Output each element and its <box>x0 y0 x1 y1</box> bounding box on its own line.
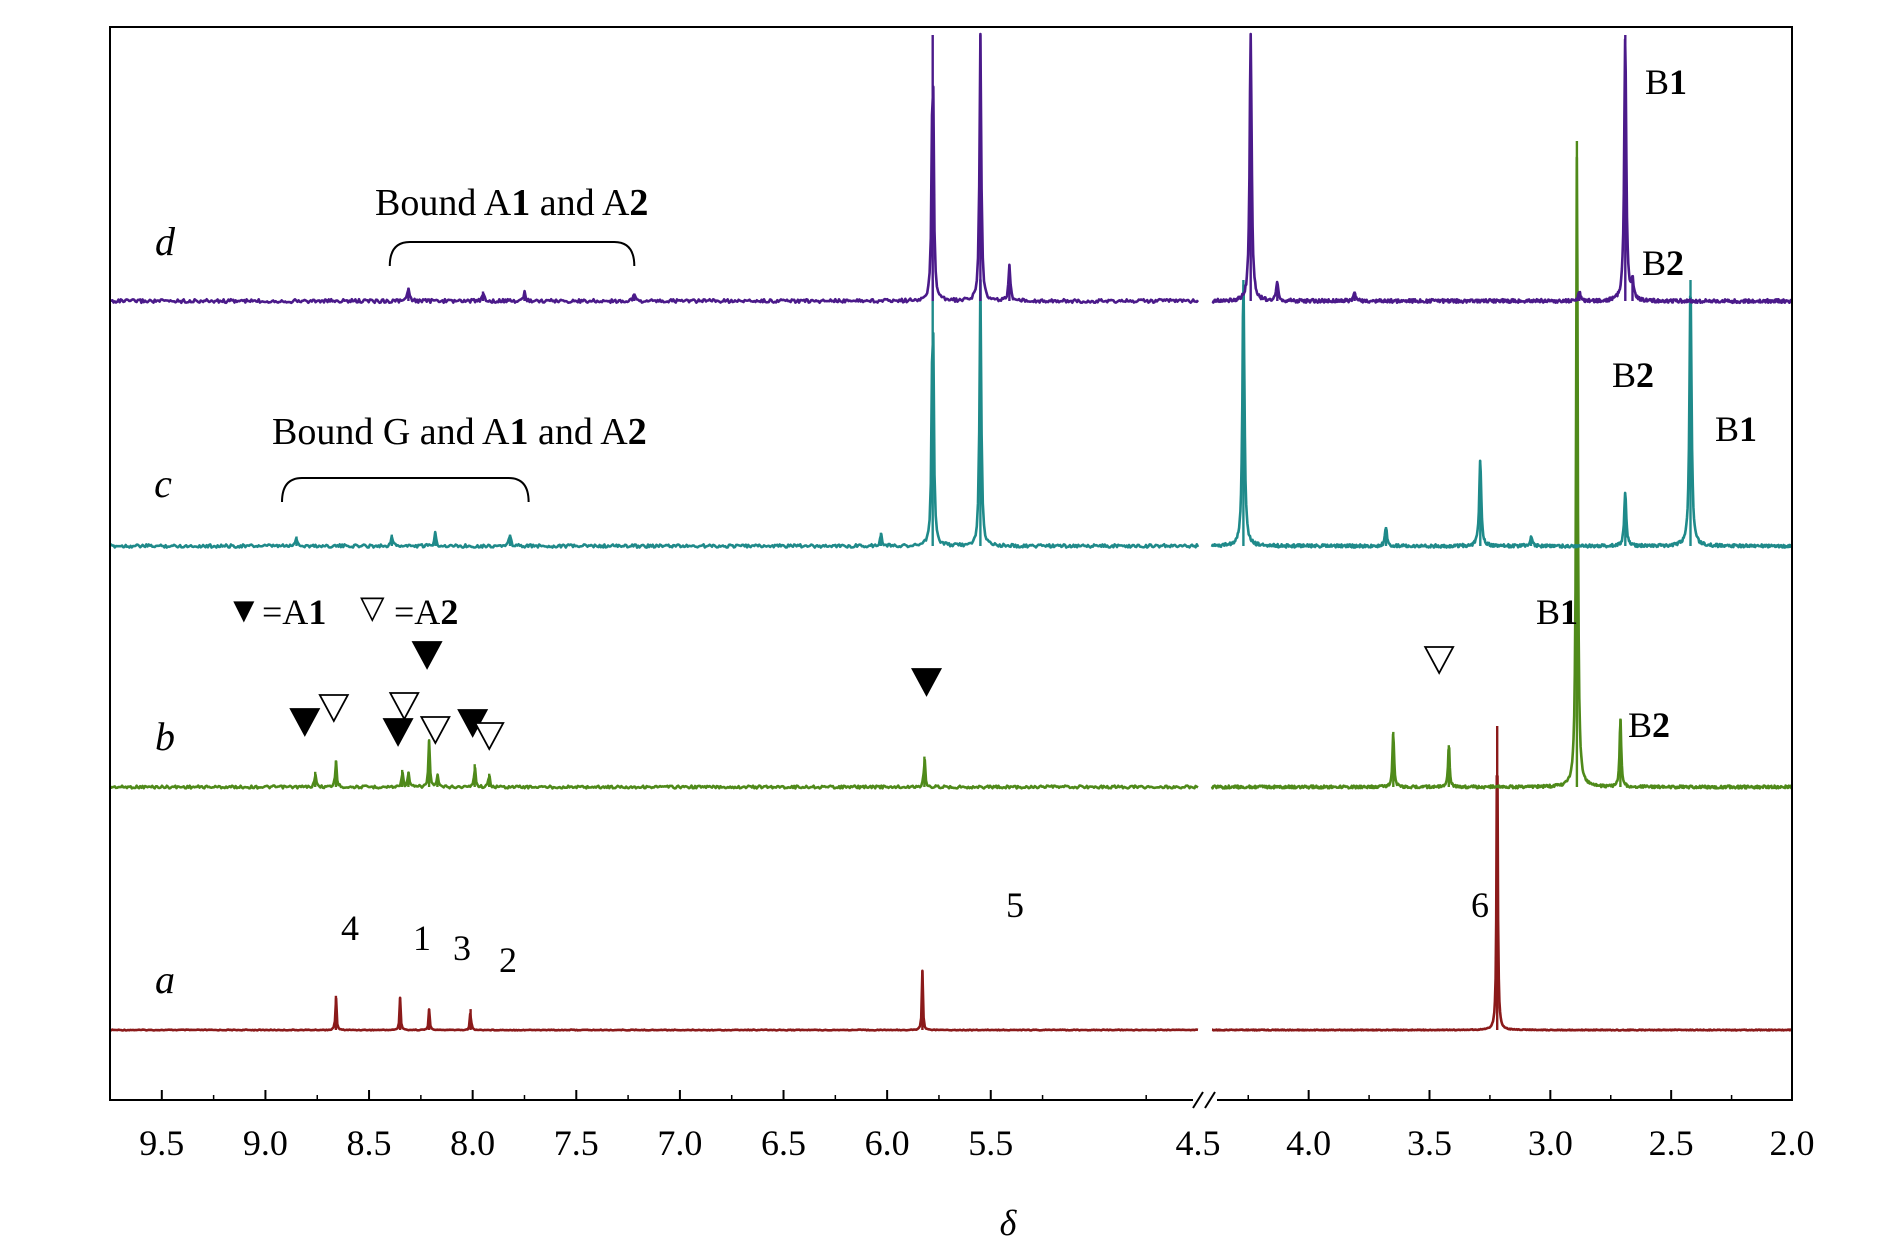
open-triangle-marker <box>318 694 350 723</box>
marker-legend-a1: =A1 <box>262 592 326 632</box>
annotation-layer <box>281 241 1455 751</box>
spectrum-a-left-trace <box>111 969 1199 1032</box>
series-label-a: a <box>155 957 175 1002</box>
series-label-d: d <box>155 219 176 264</box>
x-tick-label-7: 6.0 <box>865 1123 910 1163</box>
b-label-b1: B1 <box>1536 592 1578 632</box>
c-label-b1: B1 <box>1715 409 1757 449</box>
x-tick-label-10: 4.0 <box>1286 1123 1331 1163</box>
x-tick-label-11: 3.5 <box>1407 1123 1452 1163</box>
peak-label-4: 4 <box>341 908 359 948</box>
d-label-b2: B2 <box>1642 243 1684 283</box>
open-triangle-icon: ▽ <box>360 589 385 625</box>
c-bound-annotation: Bound G and A1 and A2 <box>272 411 647 453</box>
peak-label-6: 6 <box>1471 885 1489 925</box>
x-tick-label-1: 9.0 <box>243 1123 288 1163</box>
filled-triangle-marker <box>289 708 321 737</box>
spectra-layer <box>111 32 1791 1032</box>
x-tick-label-3: 8.0 <box>450 1123 495 1163</box>
x-tick-label-13: 2.5 <box>1649 1123 1694 1163</box>
filled-triangle-marker <box>382 718 414 747</box>
c-bound-brace <box>281 477 530 503</box>
spectrum-b-left-trace <box>111 738 1199 790</box>
x-tick-label-4: 7.5 <box>554 1123 599 1163</box>
b-label-b2: B2 <box>1628 705 1670 745</box>
spectrum-d-right-trace <box>1211 32 1791 305</box>
x-axis-label: δ <box>1000 1203 1018 1243</box>
d-label-b1: B1 <box>1645 62 1687 102</box>
peak-label-2: 2 <box>499 940 517 980</box>
filled-triangle-marker <box>911 668 943 697</box>
x-tick-label-8: 5.5 <box>968 1123 1013 1163</box>
open-triangle-marker <box>1423 646 1455 675</box>
series-label-b: b <box>155 714 175 759</box>
open-triangle-marker <box>388 692 420 721</box>
filled-triangle-icon: ▼ <box>226 590 262 630</box>
peak-label-1: 1 <box>413 918 431 958</box>
x-tick-label-5: 7.0 <box>657 1123 702 1163</box>
d-bound-brace <box>388 241 636 267</box>
x-axis-ticks: 9.5 9.0 8.5 8.0 7.5 7.0 6.5 6.0 5.5 4.5 4.0 3.5 3.0 2… <box>139 1090 1815 1163</box>
spectrum-d-left-trace <box>111 32 1200 305</box>
x-tick-label-6: 6.5 <box>761 1123 806 1163</box>
plot-frame <box>109 26 1793 1101</box>
x-tick-label-9: 4.5 <box>1176 1123 1221 1163</box>
x-tick-label-0: 9.5 <box>139 1123 184 1163</box>
marker-legend: ▼ =A1 ▽ =A2 <box>226 589 458 632</box>
spectrum-c-right-trace <box>1210 283 1791 549</box>
axis-break-marker <box>1192 1088 1217 1112</box>
open-triangle-marker <box>473 722 505 751</box>
marker-legend-a2: =A2 <box>394 592 458 632</box>
open-triangle-marker <box>419 716 451 745</box>
peak-label-5: 5 <box>1006 885 1024 925</box>
filled-triangle-marker <box>411 641 443 670</box>
c-label-b2: B2 <box>1612 355 1654 395</box>
spectrum-b-right-trace <box>1210 156 1791 790</box>
series-label-c: c <box>154 461 172 506</box>
d-bound-annotation: Bound A1 and A2 <box>375 182 648 224</box>
x-tick-label-14: 2.0 <box>1770 1123 1815 1163</box>
x-tick-label-2: 8.5 <box>347 1123 392 1163</box>
x-tick-label-12: 3.0 <box>1528 1123 1573 1163</box>
spectrum-a-right-trace <box>1211 774 1791 1032</box>
spectrum-c-left-trace <box>111 278 1200 549</box>
peak-label-3: 3 <box>453 928 471 968</box>
